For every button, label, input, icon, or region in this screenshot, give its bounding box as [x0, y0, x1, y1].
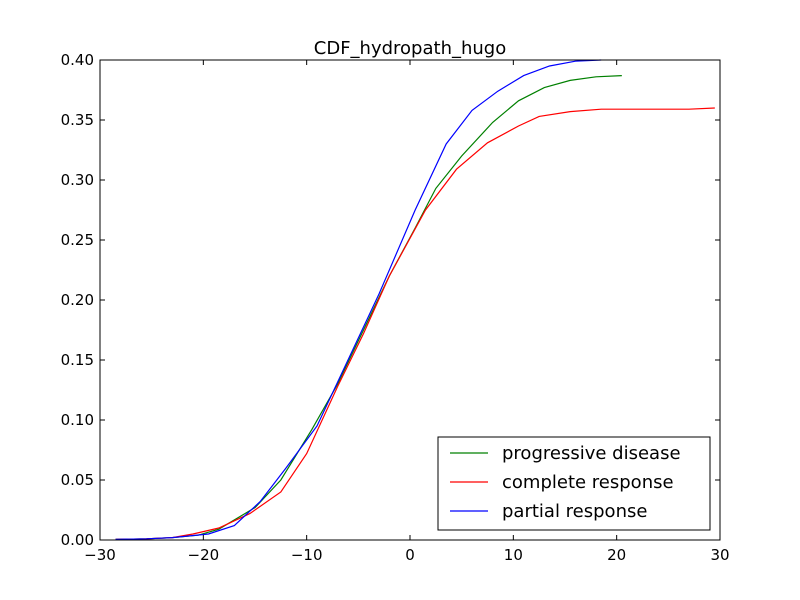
y-tick-label: 0.10 [61, 411, 94, 429]
legend-label: complete response [502, 472, 674, 493]
y-tick-label: 0.15 [61, 351, 94, 369]
series-line-2 [115, 107, 715, 540]
chart-title: CDF_hydropath_hugo [314, 38, 506, 59]
axis-ticks: −30 −20 −10 0 10 20 30 0.00 0.05 0.10 0.15 0.20 0.25… [61, 51, 730, 564]
y-tick-label: 0.20 [61, 291, 94, 309]
y-tick-label: 0.40 [61, 51, 94, 69]
series-line-3 [115, 59, 602, 540]
x-tick-label: −30 [84, 546, 116, 564]
series-lines [115, 59, 715, 540]
x-tick-label: 10 [504, 546, 523, 564]
y-tick-label: 0.35 [61, 111, 94, 129]
x-tick-label: 20 [607, 546, 626, 564]
legend: progressive disease complete response part… [437, 436, 711, 531]
y-tick-label: 0.00 [61, 531, 94, 549]
legend-label: partial response [502, 501, 647, 522]
x-tick-label: 30 [710, 546, 729, 564]
y-tick-label: 0.30 [61, 171, 94, 189]
x-tick-label: −10 [291, 546, 323, 564]
y-tick-label: 0.25 [61, 231, 94, 249]
legend-label: progressive disease [502, 443, 681, 464]
x-tick-label: 0 [405, 546, 415, 564]
x-tick-label: −20 [188, 546, 220, 564]
y-tick-label: 0.05 [61, 471, 94, 489]
